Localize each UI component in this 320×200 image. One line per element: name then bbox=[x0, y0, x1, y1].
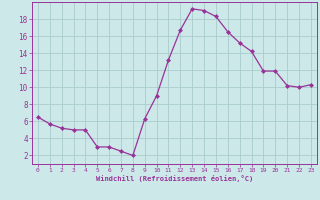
X-axis label: Windchill (Refroidissement éolien,°C): Windchill (Refroidissement éolien,°C) bbox=[96, 175, 253, 182]
